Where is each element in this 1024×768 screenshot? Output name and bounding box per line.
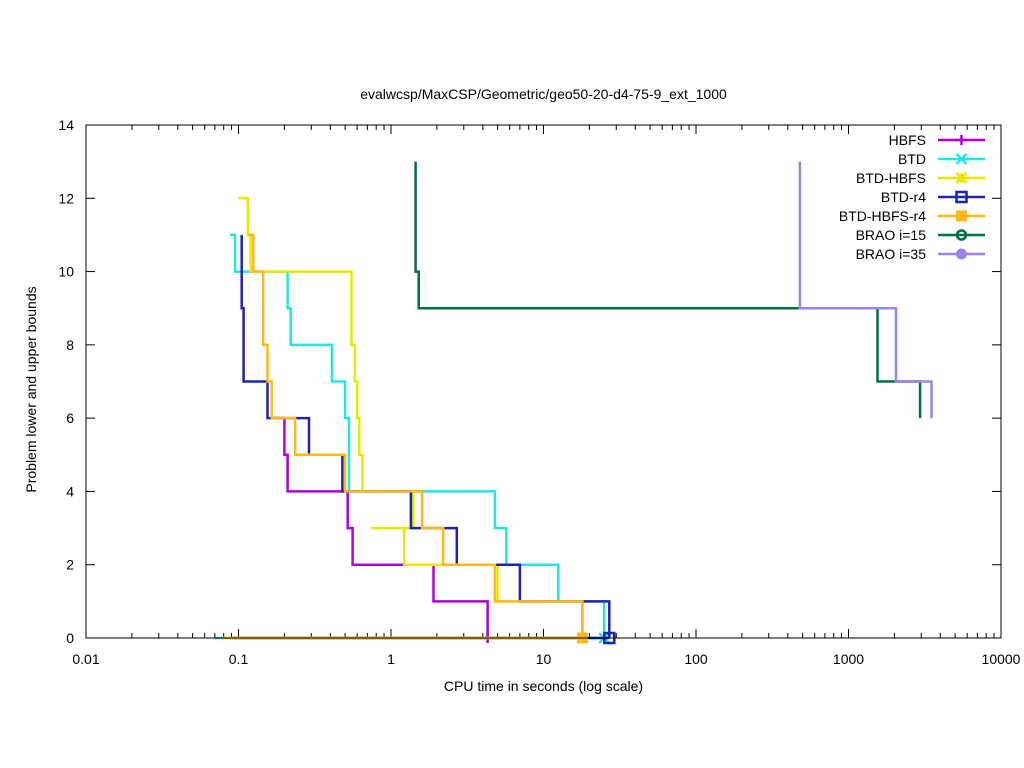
x-tick-label: 0.1	[229, 651, 249, 667]
legend-marker-part	[956, 210, 967, 222]
y-axis-label: Problem lower and upper bounds	[23, 286, 39, 492]
y-tick-label: 12	[58, 190, 74, 206]
series-btd-hbfs-r4-upper-bound	[247, 233, 584, 638]
legend-label: BRAO i=15	[856, 227, 927, 243]
legend-item-btd: BTD	[898, 151, 985, 167]
legend-item-brao-i-15: BRAO i=15	[856, 227, 985, 243]
legend-marker	[955, 190, 968, 204]
legend-label: BRAO i=35	[856, 246, 927, 262]
y-tick-label: 8	[66, 337, 74, 353]
x-tick-label: 10	[536, 651, 552, 667]
y-tick-label: 6	[66, 410, 74, 426]
tick-labels: 0.01 0.1 1 10 100 1000 10000 0 2 4 6 8 10 12 14	[58, 117, 1020, 667]
legend-label: BTD-r4	[881, 189, 926, 205]
legend-marker	[956, 135, 967, 145]
y-tick-label: 4	[66, 483, 74, 499]
legend-label: BTD-HBFS	[856, 170, 926, 186]
legend-label: HBFS	[889, 132, 926, 148]
x-tick-label: 1000	[833, 651, 864, 667]
legend-marker-part	[956, 248, 967, 260]
legend-item-btd-hbfs: BTD-HBFS	[856, 170, 985, 186]
legend-item-btd-hbfs-r4: BTD-HBFS-r4	[839, 208, 985, 224]
legend-marker-part	[955, 172, 968, 184]
x-axis-label: CPU time in seconds (log scale)	[444, 678, 643, 694]
legend-marker-part	[955, 190, 968, 204]
x-tick-label: 10000	[982, 651, 1021, 667]
x-tick-label: 100	[684, 651, 708, 667]
legend-marker	[956, 210, 967, 222]
legend-marker	[956, 248, 967, 260]
x-tick-label: 1	[387, 651, 395, 667]
series-btd-r4-upper-bound	[240, 234, 611, 638]
series-brao-i-35-upper-bound	[798, 161, 933, 419]
legend-marker	[955, 153, 968, 165]
legend-label: BTD-HBFS-r4	[839, 208, 926, 224]
legend-marker-part	[955, 153, 968, 165]
y-tick-label: 0	[66, 630, 74, 646]
x-tick-label: 0.01	[72, 651, 99, 667]
series-btd-upper-bound	[230, 233, 606, 638]
series-hbfs-upper-bound	[269, 416, 489, 638]
series-btd-hbfs-upper-bound	[238, 197, 584, 638]
legend-marker	[955, 172, 968, 184]
y-tick-label: 10	[58, 264, 74, 280]
legend-item-hbfs: HBFS	[889, 132, 985, 148]
legend-label: BTD	[898, 151, 926, 167]
legend-item-brao-i-35: BRAO i=35	[856, 246, 985, 262]
y-tick-label: 14	[58, 117, 74, 133]
legend: HBFS BTD BTD-HBFS BTD-r4 BTD-HBFS-r4 BRAO i=1…	[839, 132, 985, 262]
legend-item-btd-r4: BTD-r4	[881, 189, 985, 205]
axis-ticks	[85, 124, 1002, 639]
y-tick-label: 2	[66, 557, 74, 573]
legend-marker	[955, 229, 968, 241]
plot-border	[85, 124, 1002, 639]
legend-marker-part	[955, 229, 968, 241]
chart-title: evalwcsp/MaxCSP/Geometric/geo50-20-d4-75…	[360, 86, 727, 102]
